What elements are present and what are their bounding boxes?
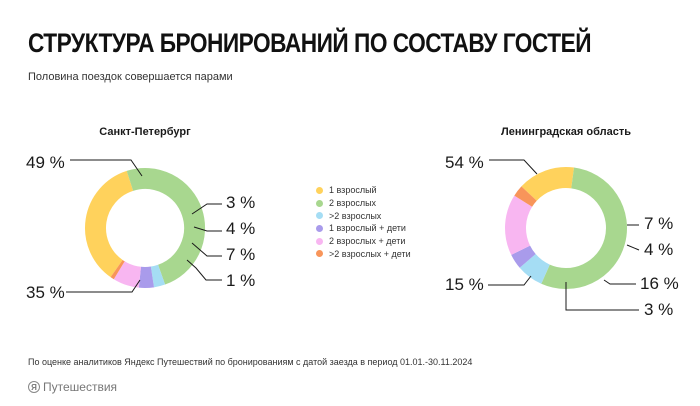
label-lo-gt2-adults: 7 % bbox=[644, 214, 673, 233]
legend-label: 1 взрослый + дети bbox=[329, 223, 406, 234]
donut-segment-spb-1-adult bbox=[85, 170, 134, 278]
label-spb-1-adult-kids: 4 % bbox=[226, 219, 255, 238]
legend-swatch bbox=[316, 199, 323, 207]
label-lo-gt2-adults-kids: 3 % bbox=[644, 300, 673, 319]
leader-line-lo-6 bbox=[565, 282, 639, 311]
legend-swatch bbox=[316, 224, 323, 232]
leader-line-lo-4 bbox=[603, 279, 636, 285]
legend-item: >2 взрослых + дети bbox=[316, 247, 411, 260]
label-lo-2-adults-kids: 16 % bbox=[640, 274, 679, 293]
donut-segment-spb-2-adults-kids bbox=[113, 261, 142, 288]
logo-text: Путешествия bbox=[43, 380, 118, 394]
legend-item: 2 взрослых + дети bbox=[316, 235, 411, 248]
donut-segment-lo-gt2-adults bbox=[519, 253, 551, 284]
yandex-travel-logo: Я Путешествия bbox=[28, 380, 117, 394]
donut-spb bbox=[85, 168, 206, 288]
legend-swatch bbox=[316, 186, 323, 194]
legend-label: >2 взрослых + дети bbox=[329, 248, 411, 259]
chart-title-lo: Ленинградская область bbox=[501, 126, 631, 138]
legend-item: 2 взрослых bbox=[316, 197, 411, 210]
leader-line-lo-3 bbox=[626, 244, 640, 251]
leader-line-spb-2 bbox=[191, 203, 222, 215]
label-spb-gt2-adults: 3 % bbox=[226, 193, 255, 212]
legend-label: 2 взрослых + дети bbox=[329, 236, 406, 247]
donut-segment-spb-gt2-adults-kids bbox=[110, 259, 125, 280]
leader-line-spb-1 bbox=[70, 159, 143, 177]
leader-line-spb-6 bbox=[66, 279, 141, 293]
chart-spb: Санкт-Петербург 49 % 3 % 4 % 7 % 1 % 35 … bbox=[26, 126, 255, 302]
legend-label: 2 взрослых bbox=[329, 198, 377, 209]
leader-line-spb-3 bbox=[193, 226, 222, 232]
legend-swatch bbox=[316, 250, 323, 258]
donut-segment-lo-2-adults-kids bbox=[505, 195, 533, 255]
label-spb-2-adults-kids: 7 % bbox=[226, 245, 255, 264]
label-spb-2-adults: 49 % bbox=[26, 153, 65, 172]
page-title: СТРУКТУРА БРОНИРОВАНИЙ ПО СОСТАВУ ГОСТЕЙ bbox=[28, 28, 592, 58]
label-lo-1-adult-kids: 4 % bbox=[644, 240, 673, 259]
leader-line-lo-1 bbox=[489, 159, 538, 175]
legend: 1 взрослый 2 взрослых >2 взрослых 1 взро… bbox=[316, 184, 411, 260]
yandex-logo-icon: Я bbox=[28, 381, 40, 393]
donut-segment-spb-2-adults bbox=[126, 168, 206, 285]
footnote: По оценке аналитиков Яндекс Путешествий … bbox=[28, 357, 473, 367]
donut-segment-lo-1-adult-kids bbox=[511, 245, 536, 268]
legend-label: >2 взрослых bbox=[329, 210, 382, 221]
legend-label: 1 взрослый bbox=[329, 185, 377, 196]
chart-lo: Ленинградская область 54 % 7 % 4 % 16 % … bbox=[445, 126, 679, 319]
legend-item: >2 взрослых bbox=[316, 209, 411, 222]
leader-line-spb-4 bbox=[191, 242, 222, 257]
leader-line-lo-5 bbox=[488, 275, 532, 286]
donut-segment-lo-2-adults bbox=[541, 167, 627, 289]
legend-swatch bbox=[316, 212, 323, 220]
page-subtitle: Половина поездок совершается парами bbox=[28, 71, 233, 83]
donut-segment-spb-gt2-adults bbox=[150, 264, 166, 288]
legend-item: 1 взрослый + дети bbox=[316, 222, 411, 235]
label-spb-gt2-adults-kids: 1 % bbox=[226, 271, 255, 290]
label-lo-1-adult: 15 % bbox=[445, 275, 484, 294]
donut-lo bbox=[505, 167, 627, 289]
leader-line-spb-5 bbox=[186, 259, 222, 281]
chart-title-spb: Санкт-Петербург bbox=[99, 126, 191, 138]
donut-segment-lo-gt2-adults-kids bbox=[514, 186, 537, 207]
donut-segment-lo-1-adult bbox=[521, 167, 575, 202]
label-lo-2-adults: 54 % bbox=[445, 153, 484, 172]
label-spb-1-adult: 35 % bbox=[26, 283, 65, 302]
donut-segment-spb-1-adult-kids bbox=[138, 266, 155, 288]
legend-swatch bbox=[316, 237, 323, 245]
legend-item: 1 взрослый bbox=[316, 184, 411, 197]
